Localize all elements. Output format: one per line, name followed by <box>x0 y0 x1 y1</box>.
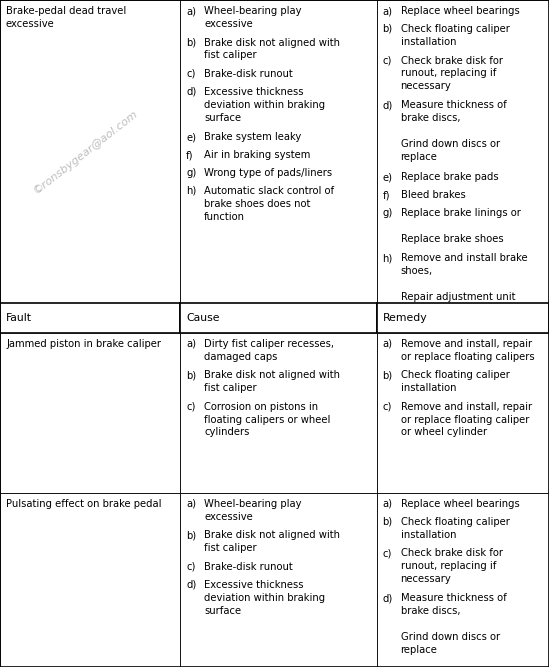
Bar <box>0 493 180 667</box>
Bar <box>180 0 377 303</box>
Bar <box>180 303 377 333</box>
Text: Bleed brakes: Bleed brakes <box>401 191 466 201</box>
Text: Dirty fist caliper recesses,
damaged caps: Dirty fist caliper recesses, damaged cap… <box>204 339 334 362</box>
Text: Brake-pedal dead travel
excessive: Brake-pedal dead travel excessive <box>6 6 126 29</box>
Text: e): e) <box>383 173 393 183</box>
Text: Remove and install brake
shoes,

Repair adjustment unit: Remove and install brake shoes, Repair a… <box>401 253 527 302</box>
Text: b): b) <box>186 370 196 380</box>
Text: a): a) <box>383 339 393 349</box>
Text: Automatic slack control of
brake shoes does not
function: Automatic slack control of brake shoes d… <box>204 186 334 221</box>
Text: Brake disk not aligned with
fist caliper: Brake disk not aligned with fist caliper <box>204 530 340 553</box>
Text: Check floating caliper
installation: Check floating caliper installation <box>401 370 509 393</box>
Text: Brake disk not aligned with
fist caliper: Brake disk not aligned with fist caliper <box>204 370 340 393</box>
Bar <box>180 333 377 493</box>
Text: c): c) <box>383 402 392 412</box>
Bar <box>180 493 377 667</box>
Bar <box>0 0 180 303</box>
Text: c): c) <box>383 548 392 558</box>
Bar <box>377 303 549 333</box>
Text: Check brake disk for
runout, replacing if
necessary: Check brake disk for runout, replacing i… <box>401 55 503 91</box>
Text: d): d) <box>383 594 393 604</box>
Text: b): b) <box>186 530 196 540</box>
Text: Replace brake linings or

Replace brake shoes: Replace brake linings or Replace brake s… <box>401 209 520 244</box>
Text: Wheel-bearing play
excessive: Wheel-bearing play excessive <box>204 6 301 29</box>
Text: a): a) <box>383 6 393 16</box>
Text: Cause: Cause <box>186 313 220 323</box>
Bar <box>0 303 180 333</box>
Text: Replace brake pads: Replace brake pads <box>401 173 498 183</box>
Text: Measure thickness of
brake discs,

Grind down discs or
replace: Measure thickness of brake discs, Grind … <box>401 101 506 161</box>
Text: Remedy: Remedy <box>383 313 427 323</box>
Text: Air in braking system: Air in braking system <box>204 150 310 160</box>
Text: a): a) <box>186 339 196 349</box>
Text: c): c) <box>186 402 195 412</box>
Text: c): c) <box>383 55 392 65</box>
Text: Brake system leaky: Brake system leaky <box>204 132 301 142</box>
Text: f): f) <box>383 191 390 201</box>
Text: Replace wheel bearings: Replace wheel bearings <box>401 6 519 16</box>
Text: Replace wheel bearings: Replace wheel bearings <box>401 499 519 509</box>
Text: Measure thickness of
brake discs,

Grind down discs or
replace: Measure thickness of brake discs, Grind … <box>401 594 506 654</box>
Text: g): g) <box>186 168 197 178</box>
Text: Check brake disk for
runout, replacing if
necessary: Check brake disk for runout, replacing i… <box>401 548 503 584</box>
Text: d): d) <box>186 580 197 590</box>
Text: Fault: Fault <box>6 313 32 323</box>
Text: f): f) <box>186 150 194 160</box>
Bar <box>377 0 549 303</box>
Text: Wrong type of pads/liners: Wrong type of pads/liners <box>204 168 332 178</box>
Text: Jammed piston in brake caliper: Jammed piston in brake caliper <box>6 339 161 349</box>
Text: b): b) <box>383 517 393 527</box>
Text: c): c) <box>186 562 195 572</box>
Text: d): d) <box>186 87 197 97</box>
Text: h): h) <box>186 186 197 196</box>
Bar <box>0 333 180 493</box>
Text: a): a) <box>383 499 393 509</box>
Text: h): h) <box>383 253 393 263</box>
Text: Brake disk not aligned with
fist caliper: Brake disk not aligned with fist caliper <box>204 37 340 60</box>
Text: b): b) <box>186 37 196 47</box>
Text: Brake-disk runout: Brake-disk runout <box>204 69 293 79</box>
Text: g): g) <box>383 209 393 219</box>
Text: Check floating caliper
installation: Check floating caliper installation <box>401 24 509 47</box>
Text: ©ronsbygear@aol.com: ©ronsbygear@aol.com <box>31 108 139 195</box>
Text: Check floating caliper
installation: Check floating caliper installation <box>401 517 509 540</box>
Text: Brake-disk runout: Brake-disk runout <box>204 562 293 572</box>
Text: Remove and install, repair
or replace floating caliper
or wheel cylinder: Remove and install, repair or replace fl… <box>401 402 532 438</box>
Text: Remove and install, repair
or replace floating calipers: Remove and install, repair or replace fl… <box>401 339 534 362</box>
Text: d): d) <box>383 101 393 111</box>
Text: Wheel-bearing play
excessive: Wheel-bearing play excessive <box>204 499 301 522</box>
Bar <box>377 493 549 667</box>
Bar <box>377 333 549 493</box>
Text: c): c) <box>186 69 195 79</box>
Text: Pulsating effect on brake pedal: Pulsating effect on brake pedal <box>6 499 161 509</box>
Text: b): b) <box>383 370 393 380</box>
Text: a): a) <box>186 6 196 16</box>
Text: Corrosion on pistons in
floating calipers or wheel
cylinders: Corrosion on pistons in floating caliper… <box>204 402 330 438</box>
Text: Excessive thickness
deviation within braking
surface: Excessive thickness deviation within bra… <box>204 580 325 616</box>
Text: Excessive thickness
deviation within braking
surface: Excessive thickness deviation within bra… <box>204 87 325 123</box>
Text: a): a) <box>186 499 196 509</box>
Text: b): b) <box>383 24 393 34</box>
Text: e): e) <box>186 132 196 142</box>
